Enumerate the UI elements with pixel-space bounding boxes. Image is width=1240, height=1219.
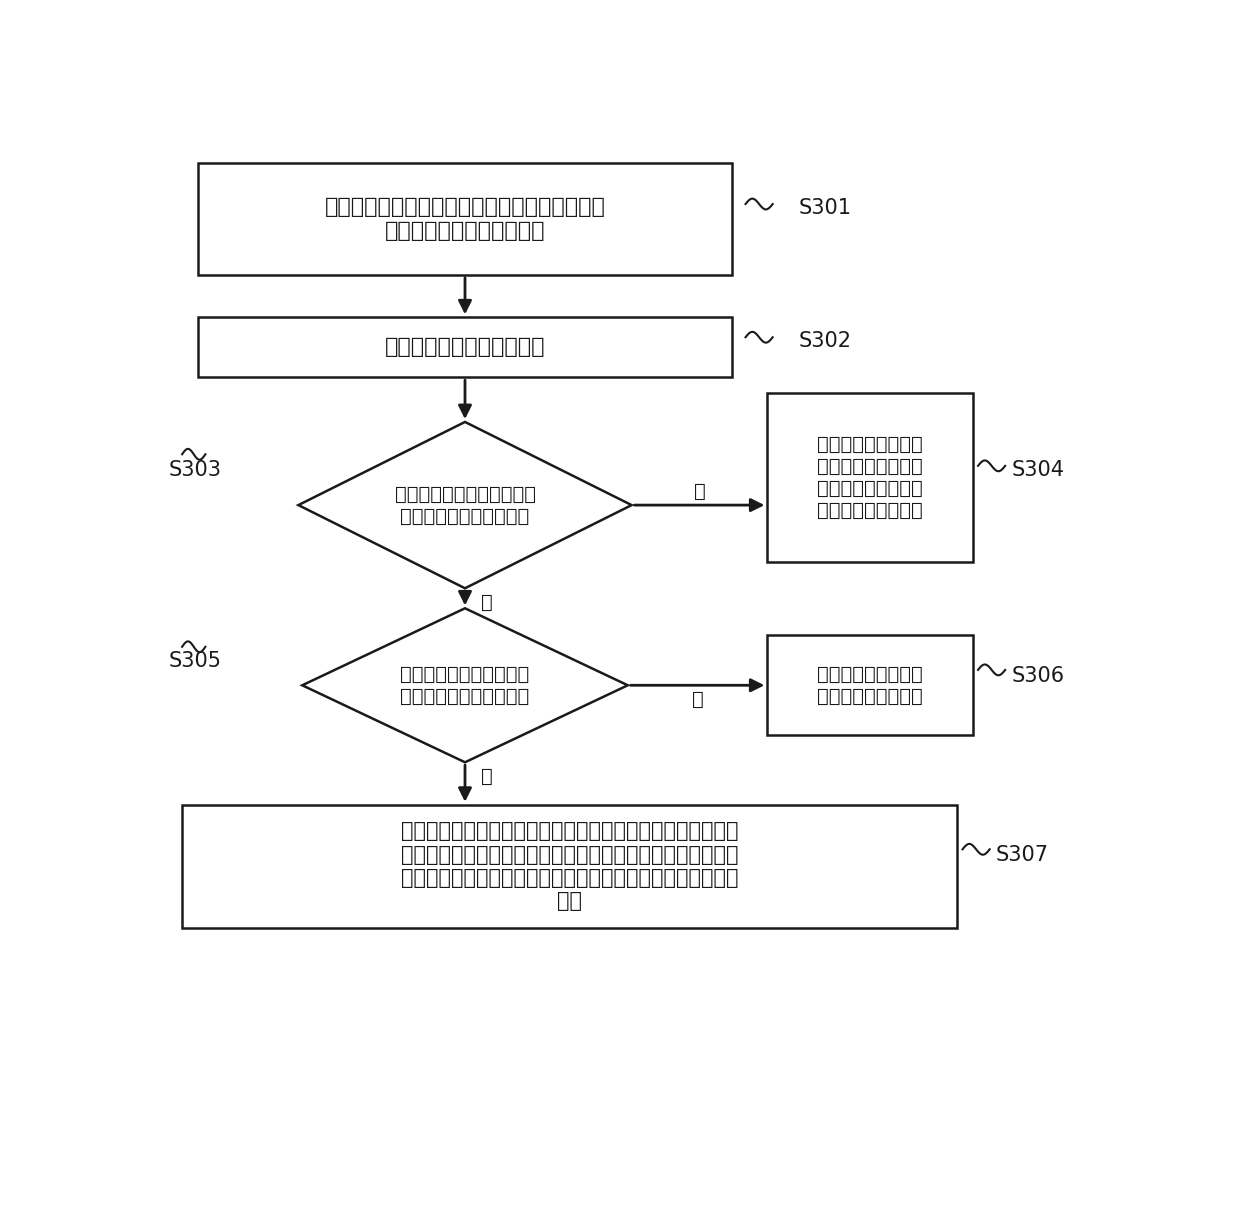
Text: 管理服务器接收到开锁指令: 管理服务器接收到开锁指令 — [384, 338, 546, 357]
Text: S307: S307 — [996, 845, 1049, 864]
Text: S306: S306 — [1012, 666, 1064, 686]
Text: 管理服务器不允许开
锁，并发出提示信息: 管理服务器不允许开 锁，并发出提示信息 — [817, 664, 923, 706]
Polygon shape — [299, 422, 631, 589]
Bar — [182, 805, 957, 928]
Text: 管理服务器判断临时停车
的时长是否超过预设时间: 管理服务器判断临时停车 的时长是否超过预设时间 — [401, 664, 529, 706]
Text: 管理服务器自动停止前一用户（即启动临时停车的用户）的车
辆和电源租借管理，并将租借关系转移到当前租借用户，发送
开锁指令给助力自行车上的控制单元，控制单元控制打: 管理服务器自动停止前一用户（即启动临时停车的用户）的车 辆和电源租借管理，并将租… — [401, 822, 738, 911]
Text: S305: S305 — [169, 651, 222, 670]
Text: 是: 是 — [693, 482, 706, 501]
Text: S304: S304 — [1012, 460, 1064, 480]
Bar — [197, 317, 733, 377]
Bar — [197, 163, 733, 274]
Text: 管理服务器发送开锁
指令给助力自行车上
的控制单元，控制单
元控制打开车锁装置: 管理服务器发送开锁 指令给助力自行车上 的控制单元，控制单 元控制打开车锁装置 — [817, 435, 923, 519]
Text: 管理服务器判断是否为启动
临时停车的用户请求开锁: 管理服务器判断是否为启动 临时停车的用户请求开锁 — [394, 485, 536, 525]
Text: S303: S303 — [169, 460, 222, 480]
Text: S301: S301 — [799, 197, 851, 218]
Polygon shape — [303, 608, 627, 762]
Text: 接收到临时还车指令，控制车锁装置锁定车辆，
同时电源继续保持锁定状态: 接收到临时还车指令，控制车锁装置锁定车辆， 同时电源继续保持锁定状态 — [325, 197, 605, 240]
Text: S302: S302 — [799, 332, 851, 351]
Text: 是: 是 — [481, 767, 492, 785]
Bar — [768, 393, 972, 562]
Bar — [768, 635, 972, 735]
Text: 否: 否 — [481, 592, 492, 612]
Text: 否: 否 — [692, 690, 703, 708]
